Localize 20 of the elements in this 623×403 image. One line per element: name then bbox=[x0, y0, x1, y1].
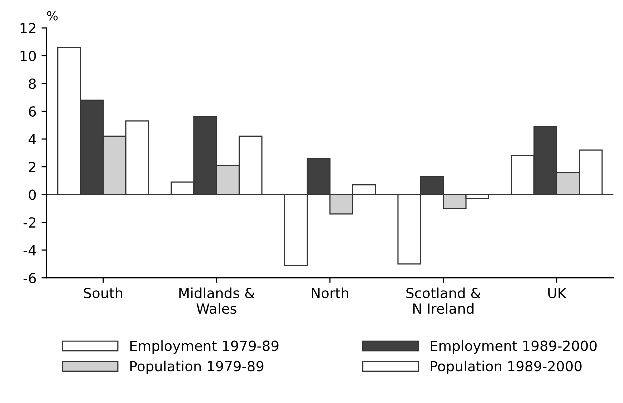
y-tick-label: 0 bbox=[29, 190, 36, 200]
x-tick-label: North bbox=[312, 288, 348, 299]
x-tick-label: Midlands & Wales bbox=[180, 288, 255, 314]
legend-label: Employment 1979-89 bbox=[130, 340, 279, 354]
y-tick-label: -6 bbox=[24, 273, 36, 284]
legend-label: Population 1989-2000 bbox=[431, 360, 582, 374]
y-tick-label: -4 bbox=[24, 245, 36, 256]
legend-label: Employment 1989-2000 bbox=[431, 340, 597, 354]
y-tick-label: -2 bbox=[24, 218, 36, 228]
y-axis-title: % bbox=[47, 11, 58, 21]
y-tick-label: 12 bbox=[20, 23, 36, 34]
y-tick-label: 8 bbox=[29, 78, 36, 90]
x-tick-label: UK bbox=[548, 288, 567, 299]
x-tick-label: Scotland & N Ireland bbox=[406, 288, 481, 314]
y-tick-label: 10 bbox=[20, 50, 36, 62]
y-tick-label: 2 bbox=[29, 162, 36, 172]
legend-label: Population 1979-89 bbox=[130, 360, 264, 374]
y-tick-label: 4 bbox=[28, 134, 36, 145]
y-tick-label: 6 bbox=[29, 106, 36, 117]
x-tick-label: South bbox=[84, 288, 122, 299]
